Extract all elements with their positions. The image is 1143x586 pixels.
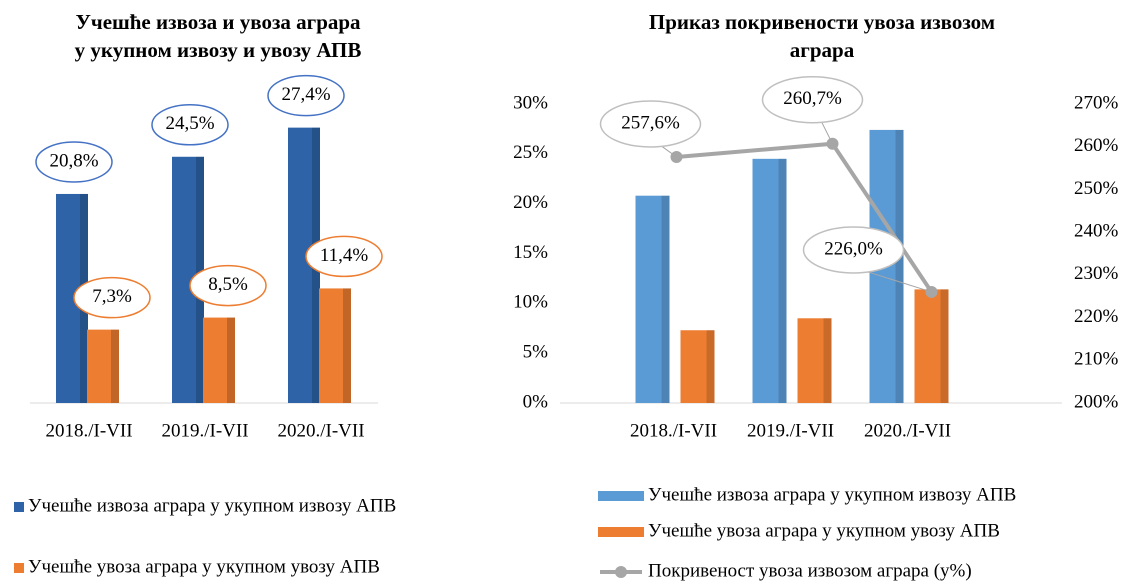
bar (635, 195, 670, 403)
legend-marker (598, 527, 644, 537)
label-ring (189, 264, 267, 307)
x-tick-label: 2019./I-VII (161, 420, 248, 441)
bar (797, 318, 832, 403)
bar-shade (895, 129, 904, 403)
data-label: 8,5% (208, 274, 248, 295)
bar (87, 329, 119, 403)
data-label: 226,0% (824, 238, 883, 259)
leader (861, 269, 932, 293)
chart-title: у укупном извозу и увозу АПВ (75, 38, 362, 62)
y2-tick-label: 200% (1074, 391, 1119, 412)
bar-shade (778, 158, 787, 403)
chart-title: аграра (790, 38, 855, 62)
legend-label: Учешће увоза аграра у укупном увозу АПВ (648, 520, 1000, 541)
data-label: 20,8% (49, 150, 98, 171)
data-label: 24,5% (165, 113, 214, 134)
data-label: 7,3% (92, 286, 132, 307)
x-tick-label: 2019./I-VII (747, 420, 834, 441)
data-label: 27,4% (281, 84, 330, 105)
legend-label: Покривеност увоза извозом аграра (у%) (648, 560, 972, 581)
bar (319, 288, 351, 403)
bar (914, 289, 949, 403)
x-tick-label: 2020./I-VII (864, 420, 951, 441)
label-ring (761, 75, 864, 124)
y-tick-label: 0% (523, 391, 549, 412)
x-tick-label: 2018./I-VII (45, 420, 132, 441)
label-ring (35, 141, 113, 183)
bar-shade (823, 318, 832, 403)
bar-shade (706, 330, 715, 403)
x-tick-label: 2018./I-VII (630, 420, 717, 441)
y2-tick-label: 220% (1074, 306, 1119, 327)
label-ring (73, 276, 151, 319)
bar-shade (111, 329, 119, 403)
chart-title: Приказ покривености увоза извозом (649, 10, 995, 34)
bar (680, 330, 715, 403)
y-tick-label: 30% (513, 92, 548, 113)
label-ring (802, 226, 905, 274)
legend-label: Учешће увоза аграра у укупном увозу АПВ (28, 556, 380, 577)
label-ring (267, 74, 345, 117)
legend-marker (598, 491, 644, 501)
data-label: 260,7% (783, 88, 842, 109)
bar-shade (343, 288, 351, 403)
legend-marker (615, 566, 627, 578)
data-label: 11,4% (320, 245, 369, 266)
y2-tick-label: 210% (1074, 349, 1119, 370)
y2-tick-label: 230% (1074, 263, 1119, 284)
label-ring (151, 104, 229, 146)
y-tick-label: 20% (513, 192, 548, 213)
legend-label: Учешће извоза аграра у укупном извозу АП… (648, 484, 1016, 505)
legend-marker (14, 502, 24, 512)
legend-marker (14, 563, 24, 573)
y-tick-label: 25% (513, 142, 548, 163)
y-tick-label: 5% (523, 342, 549, 363)
bar (752, 158, 787, 403)
label-ring (305, 235, 383, 278)
bar (203, 317, 235, 403)
data-label: 257,6% (621, 112, 680, 133)
bar-shade (227, 317, 235, 403)
leader (820, 119, 833, 144)
legend-label: Учешће извоза аграра у укупном извозу АП… (28, 495, 396, 516)
y2-tick-label: 240% (1074, 221, 1119, 242)
chart-title: Учешће извоза и увоза аграра (75, 10, 361, 34)
x-tick-label: 2020./I-VII (277, 420, 364, 441)
y-tick-label: 10% (513, 292, 548, 313)
y2-tick-label: 260% (1074, 135, 1119, 156)
label-ring (599, 100, 702, 148)
bar-shade (661, 195, 670, 403)
y2-tick-label: 270% (1074, 92, 1119, 113)
y-tick-label: 15% (513, 242, 548, 263)
bar-shade (940, 289, 949, 403)
y2-tick-label: 250% (1074, 178, 1119, 199)
